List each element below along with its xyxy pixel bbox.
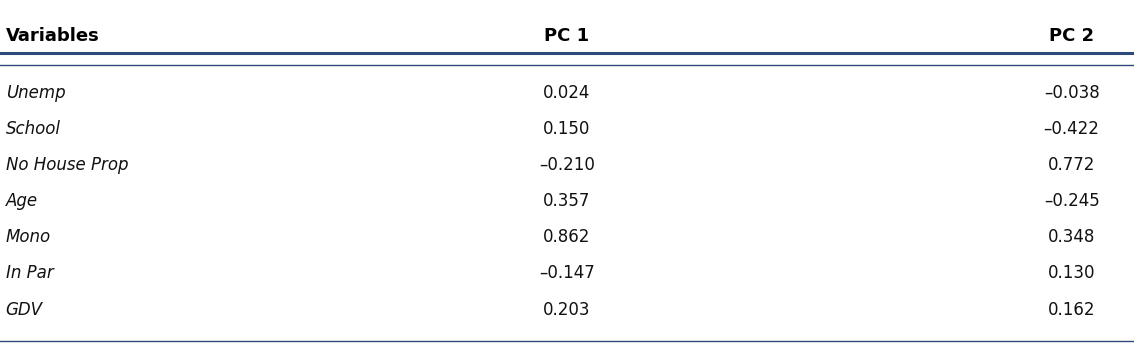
Text: 0.203: 0.203	[543, 301, 591, 319]
Text: –0.245: –0.245	[1043, 192, 1100, 210]
Text: 0.772: 0.772	[1048, 156, 1095, 174]
Text: 0.862: 0.862	[543, 228, 591, 246]
Text: –0.422: –0.422	[1043, 120, 1100, 138]
Text: GDV: GDV	[6, 301, 43, 319]
Text: PC 2: PC 2	[1049, 27, 1094, 45]
Text: Age: Age	[6, 192, 37, 210]
Text: 0.162: 0.162	[1048, 301, 1095, 319]
Text: PC 1: PC 1	[544, 27, 590, 45]
Text: Mono: Mono	[6, 228, 51, 246]
Text: –0.147: –0.147	[539, 265, 595, 282]
Text: –0.038: –0.038	[1043, 84, 1100, 102]
Text: In Par: In Par	[6, 265, 53, 282]
Text: 0.348: 0.348	[1048, 228, 1095, 246]
Text: 0.130: 0.130	[1048, 265, 1095, 282]
Text: School: School	[6, 120, 61, 138]
Text: Variables: Variables	[6, 27, 100, 45]
Text: No House Prop: No House Prop	[6, 156, 128, 174]
Text: 0.150: 0.150	[543, 120, 591, 138]
Text: 0.024: 0.024	[543, 84, 591, 102]
Text: 0.357: 0.357	[543, 192, 591, 210]
Text: –0.210: –0.210	[539, 156, 595, 174]
Text: Unemp: Unemp	[6, 84, 66, 102]
